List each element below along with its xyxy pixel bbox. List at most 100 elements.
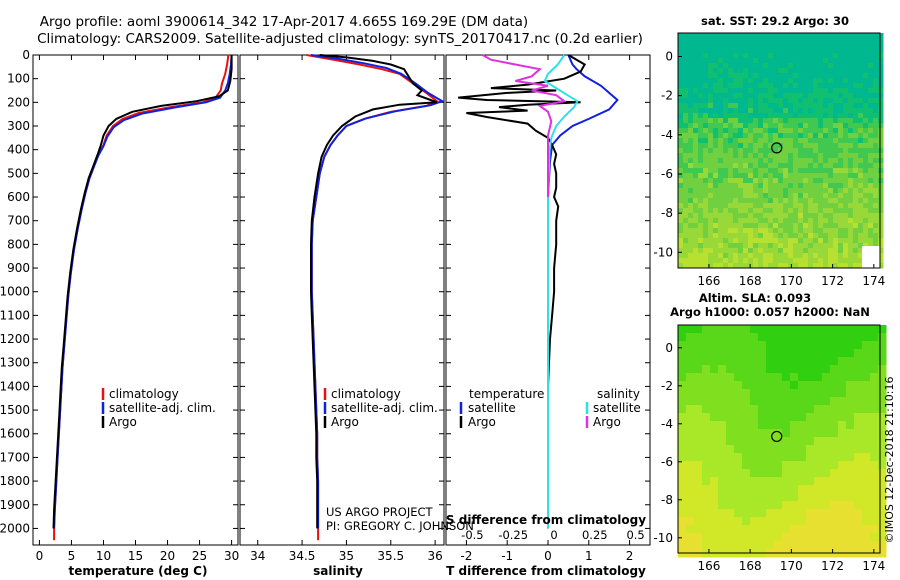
- title-line2: Climatology: CARS2009. Satellite-adjuste…: [37, 31, 643, 47]
- difference-series-temperature-satellite: [547, 54, 619, 529]
- sst-map-frame: [677, 32, 881, 269]
- depth-tick-label: 1600: [0, 427, 30, 441]
- depth-tick-label: 1000: [0, 285, 30, 299]
- sla-lon-label: 168: [739, 559, 762, 573]
- depth-tick-label: 500: [7, 166, 30, 180]
- temperature-frame: [32, 54, 239, 546]
- sst-lat-label: 0: [665, 50, 673, 64]
- sdiff-xtick-label: 0.5: [626, 528, 644, 542]
- sla-lon-label: 170: [780, 559, 803, 573]
- temperature-panel: 0100200300400500600700800900100011001200…: [0, 48, 239, 563]
- sst-map-title: sat. SST: 29.2 Argo: 30: [701, 14, 849, 28]
- sst-lat-label: -2: [661, 89, 673, 103]
- depth-tick-label: 200: [7, 95, 30, 109]
- missing-data-patch: [862, 246, 880, 268]
- depth-tick-label: 1900: [0, 498, 30, 512]
- legend-label: satellite: [593, 401, 641, 415]
- depth-tick-label: 700: [7, 214, 30, 228]
- sst-lon-label: 174: [862, 274, 885, 288]
- salinity-xlabel: salinity: [313, 564, 363, 578]
- credit-line1: US ARGO PROJECT: [326, 505, 434, 519]
- difference-series-salinity-satellite: [543, 54, 579, 529]
- difference-xlabel-top: S difference from climatology: [446, 513, 646, 527]
- difference-xtick-label: 2: [626, 549, 634, 563]
- salinity-series-satellite-adj-clim-: [310, 54, 445, 529]
- salinity-panel: 34 34.5 35 35.5 36 climatologysatellite-adj. …: [239, 54, 445, 563]
- depth-tick-label: 300: [7, 119, 30, 133]
- salinity-xtick-label: 35: [339, 549, 354, 563]
- temperature-xtick-label: 0: [36, 549, 44, 563]
- credit-line2: PI: GREGORY C. JOHNSON: [326, 519, 474, 533]
- sla-lat-label: -8: [661, 493, 673, 507]
- depth-tick-label: 1400: [0, 379, 30, 393]
- depth-tick-label: 1500: [0, 403, 30, 417]
- sst-lon-label: 170: [780, 274, 803, 288]
- legend-label: climatology: [109, 387, 179, 401]
- sdiff-xtick-label: -0.25: [498, 528, 528, 542]
- depth-tick-label: 400: [7, 143, 30, 157]
- legend-label: climatology: [331, 387, 401, 401]
- salinity-xtick-label: 34.5: [289, 549, 316, 563]
- sla-lat-label: -6: [661, 455, 673, 469]
- depth-tick-label: 900: [7, 261, 30, 275]
- salinity-xtick-label: 34: [250, 549, 265, 563]
- difference-xtick-label: -1: [501, 549, 513, 563]
- sla-map-panel: 166 168 170 172 174 0 -2 -4 -6 -8 -10: [653, 324, 887, 573]
- temperature-xtick-label: 30: [224, 549, 239, 563]
- sdiff-xtick-label: -0.5: [461, 528, 483, 542]
- legend-label: Argo: [331, 415, 359, 429]
- sst-map-panel: 166 168 170 172 174 0 -2 -4 -6 -8 -10: [653, 32, 885, 288]
- sst-lat-label: -6: [661, 167, 673, 181]
- sla-lon-label: 174: [862, 559, 885, 573]
- legend-label: Argo: [593, 415, 621, 429]
- legend-salinity-title: salinity: [597, 387, 640, 401]
- sst-lon-label: 168: [739, 274, 762, 288]
- difference-xtick-label: 0: [544, 549, 552, 563]
- temperature-xtick-label: 20: [160, 549, 175, 563]
- legend-label: satellite-adj. clim.: [109, 401, 216, 415]
- depth-tick-label: 1100: [0, 308, 30, 322]
- title-line1: Argo profile: aoml 3900614_342 17-Apr-20…: [40, 14, 528, 30]
- temperature-series-satellite-adj-clim-: [53, 54, 233, 529]
- sla-lat-label: -2: [661, 379, 673, 393]
- temperature-xtick-label: 10: [96, 549, 111, 563]
- temperature-xlabel: temperature (deg C): [69, 564, 208, 578]
- salinity-xtick-label: 35.5: [377, 549, 404, 563]
- temperature-series-climatology: [53, 54, 230, 541]
- sdiff-xtick-label: 0.25: [582, 528, 608, 542]
- sla-map-title: Altim. SLA: 0.093: [699, 291, 811, 305]
- legend-label: satellite: [468, 401, 516, 415]
- temperature-xtick-label: 5: [68, 549, 76, 563]
- legend-label: Argo: [109, 415, 137, 429]
- sst-lat-label: -4: [661, 128, 673, 142]
- depth-tick-label: 1700: [0, 450, 30, 464]
- difference-xtick-label: -2: [460, 549, 472, 563]
- salinity-xtick-label: 36: [427, 549, 442, 563]
- depth-tick-label: 1200: [0, 332, 30, 346]
- difference-series-salinity-argo: [482, 54, 567, 197]
- sla-map-frame: [677, 324, 881, 554]
- temperature-xtick-label: 15: [128, 549, 143, 563]
- depth-tick-label: 1300: [0, 356, 30, 370]
- sdiff-xtick-label: 0: [550, 528, 557, 542]
- sst-heatmap-cells: [678, 33, 884, 269]
- sla-heatmap-cells: [678, 325, 887, 558]
- depth-tick-label: 800: [7, 237, 30, 251]
- temperature-series-argo: [52, 55, 233, 529]
- difference-xlabel: T difference from climatology: [446, 564, 646, 578]
- sla-lon-label: 166: [697, 559, 720, 573]
- sla-lon-label: 172: [821, 559, 844, 573]
- temperature-xtick-label: 25: [192, 549, 207, 563]
- depth-tick-label: 0: [22, 48, 30, 62]
- sst-lat-label: -10: [653, 245, 673, 259]
- salinity-series-argo: [310, 54, 438, 529]
- sst-lat-label: -8: [661, 206, 673, 220]
- imos-credit: ©IMOS 12-Dec-2018 21:10:16: [883, 377, 896, 544]
- sla-map-subtitle: Argo h1000: 0.057 h2000: NaN: [670, 305, 870, 319]
- difference-panel: -2 -1 0 1 2 -0.5 -0.25 0 0.25 0.5 temperature salin…: [445, 54, 651, 563]
- sst-argo-location-marker: [771, 142, 783, 154]
- depth-tick-label: 2000: [0, 521, 30, 535]
- depth-tick-label: 100: [7, 72, 30, 86]
- legend-temperature-title: temperature: [469, 387, 544, 401]
- sst-lon-label: 172: [821, 274, 844, 288]
